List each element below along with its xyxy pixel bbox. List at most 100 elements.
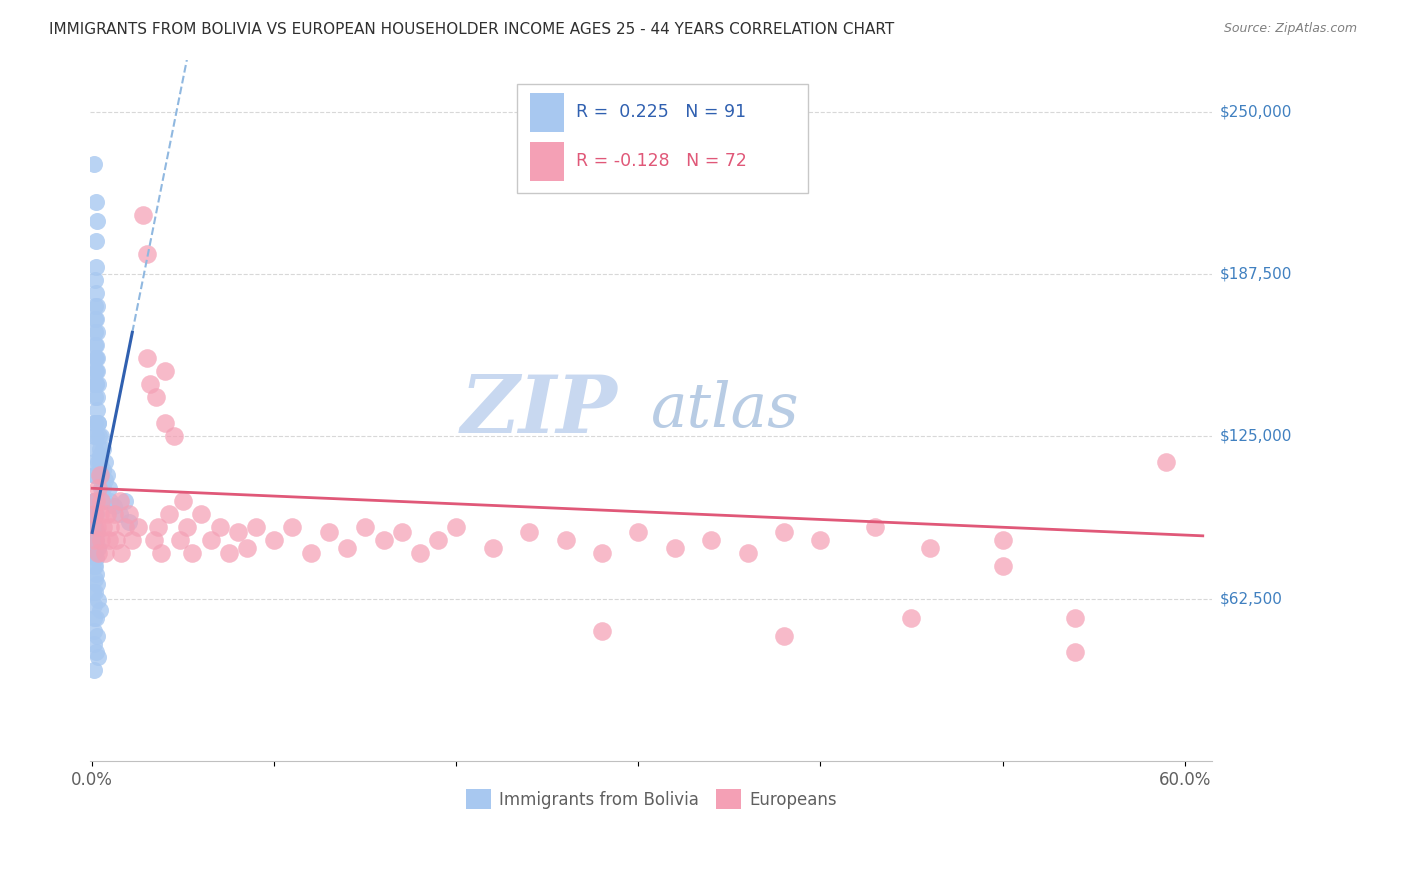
Point <box>900 611 922 625</box>
Point <box>89 468 111 483</box>
Point <box>181 546 204 560</box>
Point <box>83 429 105 443</box>
Point <box>810 533 832 548</box>
Point <box>108 508 131 522</box>
Point <box>114 494 136 508</box>
Point <box>86 300 108 314</box>
Point <box>863 520 886 534</box>
Point <box>90 494 112 508</box>
Point <box>84 417 107 431</box>
Point <box>87 429 110 443</box>
Point <box>86 481 108 495</box>
Point <box>86 351 108 366</box>
Point <box>86 650 108 665</box>
Point <box>427 533 450 548</box>
Point <box>169 533 191 548</box>
Point <box>591 624 613 639</box>
Text: atlas: atlas <box>651 380 800 441</box>
Point <box>172 494 194 508</box>
Point <box>83 598 105 612</box>
Point <box>84 195 107 210</box>
Point <box>84 260 107 275</box>
Point <box>89 508 111 522</box>
Point <box>517 525 540 540</box>
Point <box>84 508 107 522</box>
Legend: Immigrants from Bolivia, Europeans: Immigrants from Bolivia, Europeans <box>458 782 844 816</box>
Point <box>86 629 108 643</box>
Point <box>91 481 114 495</box>
Point <box>481 541 503 555</box>
FancyBboxPatch shape <box>530 94 564 132</box>
Point <box>773 525 796 540</box>
Point <box>84 494 107 508</box>
Point <box>89 442 111 457</box>
Point <box>135 351 157 366</box>
Point <box>773 629 796 643</box>
Text: $250,000: $250,000 <box>1220 104 1292 119</box>
Point <box>208 520 231 534</box>
Point <box>90 468 112 483</box>
Point <box>84 429 107 443</box>
Point <box>84 377 107 392</box>
Point <box>84 326 107 340</box>
Point <box>446 520 468 534</box>
Point <box>236 541 259 555</box>
Point <box>84 645 107 659</box>
Point <box>664 541 686 555</box>
Point <box>90 429 112 443</box>
Point <box>354 520 377 534</box>
Point <box>89 448 111 462</box>
Point <box>627 525 650 540</box>
Point <box>97 533 120 548</box>
Point <box>245 520 267 534</box>
Point <box>82 546 104 560</box>
Point <box>91 442 114 457</box>
Point <box>84 351 107 366</box>
Point <box>84 611 107 625</box>
Point <box>86 546 108 560</box>
Point <box>83 300 105 314</box>
Text: $62,500: $62,500 <box>1220 591 1284 607</box>
Point <box>218 546 240 560</box>
Point <box>153 364 176 378</box>
Point <box>918 541 941 555</box>
Point <box>86 577 108 591</box>
Point <box>83 156 105 170</box>
Point <box>86 351 108 366</box>
Point <box>87 417 110 431</box>
Point <box>100 494 122 508</box>
Point <box>143 533 166 548</box>
Point <box>84 286 107 301</box>
Point <box>84 377 107 392</box>
Point <box>991 533 1014 548</box>
Point <box>84 442 107 457</box>
Point <box>83 663 105 677</box>
Point <box>86 213 108 227</box>
Point <box>554 533 576 548</box>
Point <box>86 567 108 582</box>
Point <box>84 364 107 378</box>
Point <box>163 429 186 443</box>
Point <box>991 559 1014 574</box>
Point <box>373 533 395 548</box>
Point <box>103 500 125 514</box>
Point <box>86 390 108 404</box>
Point <box>263 533 285 548</box>
Point <box>103 508 125 522</box>
Point <box>153 417 176 431</box>
Point <box>83 338 105 352</box>
Text: Source: ZipAtlas.com: Source: ZipAtlas.com <box>1223 22 1357 36</box>
Point <box>84 533 107 548</box>
Point <box>318 525 340 540</box>
Point <box>700 533 723 548</box>
Text: $187,500: $187,500 <box>1220 267 1292 282</box>
Point <box>83 559 105 574</box>
Point <box>226 525 249 540</box>
Point <box>83 508 105 522</box>
Point <box>591 546 613 560</box>
Point <box>299 546 322 560</box>
Point <box>82 585 104 599</box>
Point <box>150 546 173 560</box>
Point <box>114 520 136 534</box>
Point <box>1064 611 1087 625</box>
